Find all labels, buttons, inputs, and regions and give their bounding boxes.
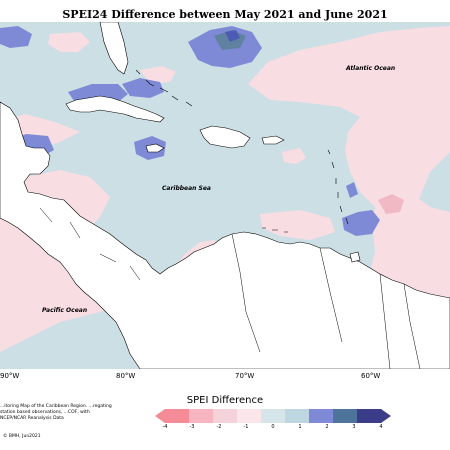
legend-swatch-2: [213, 409, 238, 423]
lesser-antilles: [327, 149, 349, 225]
positive-anomaly-atlantic: [248, 26, 450, 222]
puerto-rico-island: [261, 135, 285, 145]
legend-title: SPEI Difference: [186, 395, 264, 406]
cuba-island: [65, 95, 165, 123]
negative-anomaly-bahamas: [122, 78, 164, 98]
legend-tick-label: -4: [162, 424, 168, 430]
legend-swatch-5: [285, 409, 310, 423]
central-america-land: [0, 101, 450, 369]
caribbean-sea-label: Caribbean Sea: [162, 185, 211, 192]
abc-islands: [262, 227, 288, 233]
legend-arrow-right: [381, 409, 391, 423]
legend-tick-label: -2: [216, 424, 222, 430]
positive-anomaly-north: [140, 66, 176, 84]
legend-arrow-left: [155, 409, 165, 423]
spei-map: Atlantic Ocean Caribbean Sea Pacific Oce…: [0, 22, 450, 369]
positive-anomaly-small: [282, 148, 306, 164]
legend-swatch-0: [165, 409, 190, 423]
legend-swatch-4: [261, 409, 286, 423]
positive-anomaly-south-caribbean: [260, 210, 335, 240]
country-borders: [39, 207, 421, 369]
negative-anomaly-east-small: [346, 182, 358, 198]
pacific-ocean-label: Pacific Ocean: [42, 307, 87, 314]
positive-anomaly-nw: [48, 32, 90, 52]
longitude-80w: 80°W: [116, 372, 136, 380]
longitude-70w: 70°W: [235, 372, 255, 380]
legend-swatch-1: [189, 409, 214, 423]
longitude-90w: 90°W: [0, 372, 20, 380]
longitude-60w: 60°W: [361, 372, 381, 380]
legend-tick-label: -1: [243, 424, 249, 430]
negative-anomaly-east: [342, 210, 380, 236]
map-title: SPEI24 Difference between May 2021 and J…: [62, 8, 388, 21]
legend-swatch-7: [333, 409, 358, 423]
trinidad-island: [349, 251, 361, 263]
negative-anomaly-nw: [0, 26, 32, 48]
legend-swatch-6: [309, 409, 334, 423]
legend-tick-label: 2: [325, 424, 329, 430]
legend-tick-label: 3: [352, 424, 356, 430]
legend-tick-label: 0: [271, 424, 275, 430]
negative-anomaly-core-dark: [225, 30, 240, 42]
bahamas-islands: [135, 69, 193, 107]
atlantic-ocean-label: Atlantic Ocean: [345, 65, 395, 72]
legend-swatch-3: [237, 409, 262, 423]
jamaica-island: [145, 143, 165, 153]
hispaniola-island: [199, 125, 251, 149]
legend-tick-label: -3: [189, 424, 195, 430]
legend-swatch-8: [357, 409, 382, 423]
copyright-text: © BMH, Jun2021: [3, 434, 41, 439]
credit-text: ...itoring Map of the Caribbean Region. …: [0, 404, 112, 421]
florida-land: [99, 22, 129, 75]
legend-tick-label: 1: [298, 424, 302, 430]
positive-anomaly-pink-spot: [378, 194, 404, 214]
legend-tick-label: 4: [379, 424, 383, 430]
legend-colorbar: [155, 409, 391, 423]
